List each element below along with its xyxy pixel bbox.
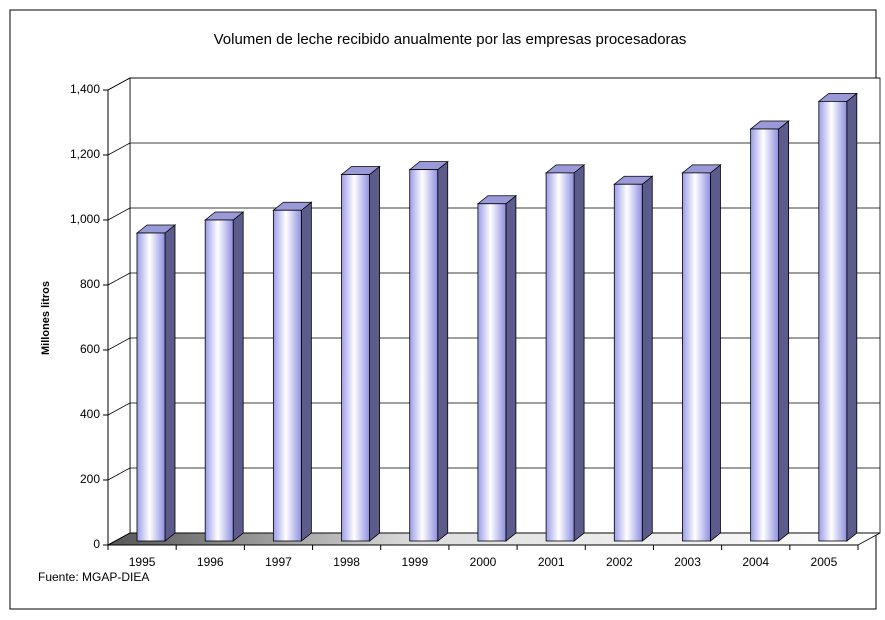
y-tick-label: 400 bbox=[80, 407, 100, 421]
bar bbox=[544, 164, 586, 542]
bar-side bbox=[300, 201, 312, 542]
bar-side bbox=[710, 164, 721, 542]
bar bbox=[408, 160, 449, 542]
x-tick-label: 1996 bbox=[197, 555, 224, 569]
bar-side bbox=[437, 160, 449, 542]
x-tick-label: 1998 bbox=[333, 555, 360, 569]
x-tick-label: 2002 bbox=[606, 555, 633, 569]
bar-front bbox=[409, 169, 439, 542]
x-tick-label: 1997 bbox=[265, 555, 292, 569]
bar bbox=[613, 175, 654, 542]
bar bbox=[817, 92, 858, 542]
x-tick-label: 2005 bbox=[811, 555, 838, 569]
y-tick-label: 1,200 bbox=[70, 147, 100, 161]
bar-side bbox=[573, 164, 585, 542]
x-tick-label: 2001 bbox=[538, 555, 565, 569]
bar-side bbox=[846, 92, 858, 542]
grid-line bbox=[107, 142, 880, 156]
bar bbox=[749, 120, 790, 542]
bar-front bbox=[750, 128, 780, 542]
x-tick-label: 2000 bbox=[470, 555, 497, 569]
bar bbox=[340, 165, 381, 542]
bar-front bbox=[341, 174, 370, 542]
y-tick-label: 600 bbox=[80, 342, 100, 356]
bar-side bbox=[778, 120, 790, 542]
bar-front bbox=[818, 100, 848, 542]
bar-side bbox=[369, 165, 380, 542]
chart-title: Volumen de leche recibido anualmente por… bbox=[214, 31, 687, 48]
bar bbox=[476, 194, 518, 542]
bar-front bbox=[272, 209, 302, 542]
x-tick-label: 1999 bbox=[401, 555, 428, 569]
y-tick-label: 200 bbox=[80, 472, 100, 486]
bar-front bbox=[545, 172, 575, 542]
bar-side bbox=[164, 224, 176, 542]
y-tick-label: 0 bbox=[93, 537, 100, 551]
bar-front bbox=[682, 172, 711, 542]
bar bbox=[135, 224, 177, 542]
bar-side bbox=[641, 175, 653, 542]
grid-line bbox=[107, 77, 880, 91]
y-tick-label: 1,000 bbox=[70, 212, 100, 226]
y-tick-label: 800 bbox=[80, 277, 100, 291]
bar-front bbox=[136, 232, 166, 542]
bar-front bbox=[477, 203, 507, 542]
x-tick-label: 2003 bbox=[674, 555, 701, 569]
bar-side bbox=[505, 194, 517, 542]
bar-front bbox=[613, 183, 643, 542]
x-tick-label: 2004 bbox=[742, 555, 769, 569]
x-tick-label: 1995 bbox=[129, 555, 156, 569]
side-wall bbox=[107, 77, 131, 546]
bar-side bbox=[232, 211, 244, 542]
bar-front bbox=[204, 219, 234, 542]
source-note: Fuente: MGAP-DIEA bbox=[38, 570, 149, 584]
bar bbox=[681, 164, 722, 542]
y-axis-label: Millones litros bbox=[40, 281, 52, 355]
y-tick-label: 1,400 bbox=[70, 82, 100, 96]
bar bbox=[272, 201, 313, 542]
bar bbox=[204, 211, 245, 542]
